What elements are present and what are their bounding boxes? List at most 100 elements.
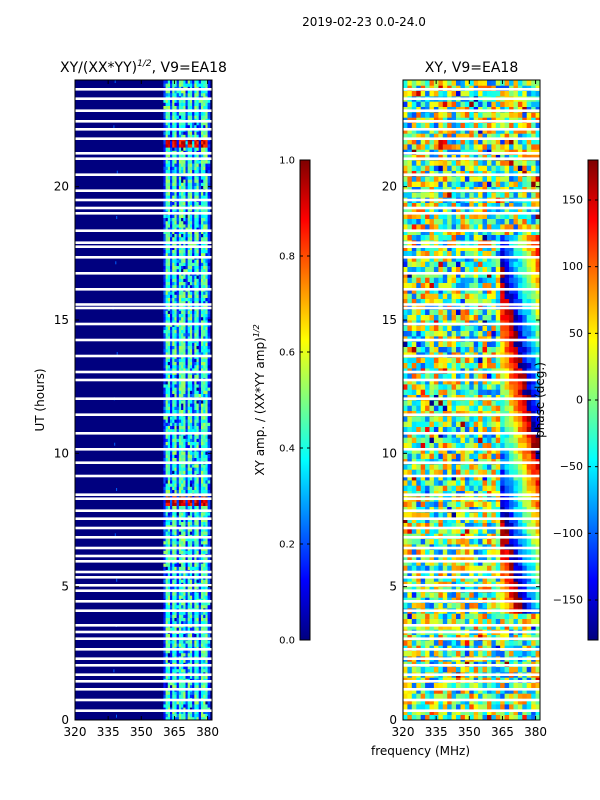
- amplitude-cell: [192, 428, 195, 433]
- amplitude-cell: [189, 681, 193, 686]
- amplitude-cell: [196, 700, 200, 705]
- amplitude-cell: [178, 649, 182, 654]
- amplitude-cell: [181, 518, 184, 522]
- amplitude-cell: [201, 112, 204, 116]
- amplitude-cell: [203, 531, 206, 535]
- amplitude-cell: [183, 284, 186, 289]
- amplitude-cell: [201, 192, 204, 196]
- amplitude-cell: [165, 89, 169, 94]
- amplitude-cell: [178, 259, 182, 263]
- amplitude-cell: [185, 374, 189, 378]
- amplitude-cell: [174, 444, 177, 449]
- amplitude-cell: [205, 665, 208, 670]
- amplitude-cell: [192, 620, 195, 625]
- amplitude-cell: [203, 342, 206, 346]
- amplitude-cell: [187, 220, 191, 225]
- amplitude-cell: [178, 659, 182, 663]
- amplitude-cell: [187, 515, 191, 519]
- amplitude-y-axis-label: UT (hours): [33, 368, 47, 431]
- amplitude-cell: [185, 627, 189, 631]
- amplitude-cell: [203, 515, 206, 519]
- amplitude-cell: [185, 620, 189, 625]
- amplitude-cell: [203, 320, 206, 324]
- amplitude-cell: [185, 710, 189, 714]
- phase-cell: [478, 650, 483, 657]
- amplitude-cell: [178, 480, 182, 484]
- amplitude-cell: [176, 716, 180, 720]
- amplitude-cell: [181, 153, 184, 158]
- amplitude-cell: [207, 115, 211, 119]
- amplitude-cell: [189, 192, 193, 196]
- amplitude-cell: [178, 400, 182, 404]
- amplitude-cell: [170, 300, 173, 305]
- amplitude-cell: [176, 112, 180, 116]
- amplitude-cell: [167, 124, 171, 129]
- phase-cell: [535, 650, 540, 657]
- phase-cell: [469, 714, 475, 720]
- amplitude-cell: [185, 214, 189, 218]
- amplitude-cell: [174, 233, 177, 238]
- amplitude-cell: [192, 131, 195, 135]
- amplitude-cell: [187, 713, 191, 718]
- amplitude-cell: [207, 649, 211, 654]
- amplitude-cell: [207, 92, 211, 97]
- amplitude-cell: [178, 633, 182, 638]
- amplitude-cell: [174, 563, 177, 567]
- amplitude-cell: [187, 284, 191, 289]
- amplitude-cell: [194, 358, 197, 362]
- amplitude-cell: [174, 713, 177, 718]
- amplitude-cell: [172, 489, 175, 494]
- amplitude-cell: [194, 313, 197, 318]
- phase-cell: [535, 618, 540, 625]
- amplitude-cell: [192, 710, 195, 714]
- flagged-row: [75, 256, 212, 259]
- amplitude-cell: [172, 585, 175, 590]
- amplitude-cell: [170, 320, 173, 324]
- amplitude-cell: [178, 348, 182, 353]
- amplitude-cell: [174, 550, 177, 554]
- amplitude-cell: [203, 480, 206, 484]
- flagged-row: [75, 624, 212, 627]
- amplitude-cell: [178, 627, 182, 631]
- phase-cell: [535, 613, 540, 619]
- amplitude-cell: [192, 425, 195, 430]
- amplitude-cell: [163, 278, 166, 282]
- amplitude-cell: [198, 681, 202, 686]
- amplitude-cell: [185, 694, 189, 698]
- amplitude-cell: [176, 441, 180, 446]
- amplitude-cell: [167, 505, 171, 510]
- amplitude-cell: [187, 140, 191, 145]
- amplitude-cell: [201, 572, 204, 577]
- amplitude-cell: [181, 620, 184, 625]
- amplitude-cell: [203, 684, 206, 689]
- amplitude-cell: [203, 291, 206, 295]
- amplitude-cell: [192, 684, 195, 689]
- amplitude-cell: [172, 179, 175, 183]
- amplitude-cell: [187, 441, 191, 446]
- amplitude-cell: [178, 313, 182, 318]
- amplitude-cell: [170, 182, 173, 186]
- amplitude-cell: [181, 566, 184, 570]
- flagged-row: [75, 88, 212, 91]
- amplitude-cell: [174, 518, 177, 522]
- phase-cell: [526, 624, 532, 630]
- amplitude-cell: [185, 201, 189, 206]
- amplitude-cell: [165, 528, 169, 532]
- amplitude-cell: [201, 316, 204, 321]
- amplitude-cell: [183, 380, 186, 385]
- amplitude-cell: [165, 329, 169, 334]
- flagged-row: [75, 600, 212, 603]
- amplitude-cell: [170, 358, 173, 362]
- amplitude-cell: [198, 364, 202, 369]
- amplitude-cell: [181, 505, 184, 510]
- amplitude-cell: [207, 691, 211, 695]
- amplitude-cell: [207, 476, 211, 481]
- amplitude-cell: [194, 416, 197, 420]
- amplitude-cell: [207, 105, 211, 110]
- amplitude-cell: [205, 585, 208, 590]
- amplitude-cell: [170, 163, 173, 167]
- amplitude-cell: [203, 326, 206, 330]
- amplitude-cell: [207, 204, 211, 209]
- amplitude-cell: [198, 668, 202, 673]
- phase-cell: [509, 682, 514, 689]
